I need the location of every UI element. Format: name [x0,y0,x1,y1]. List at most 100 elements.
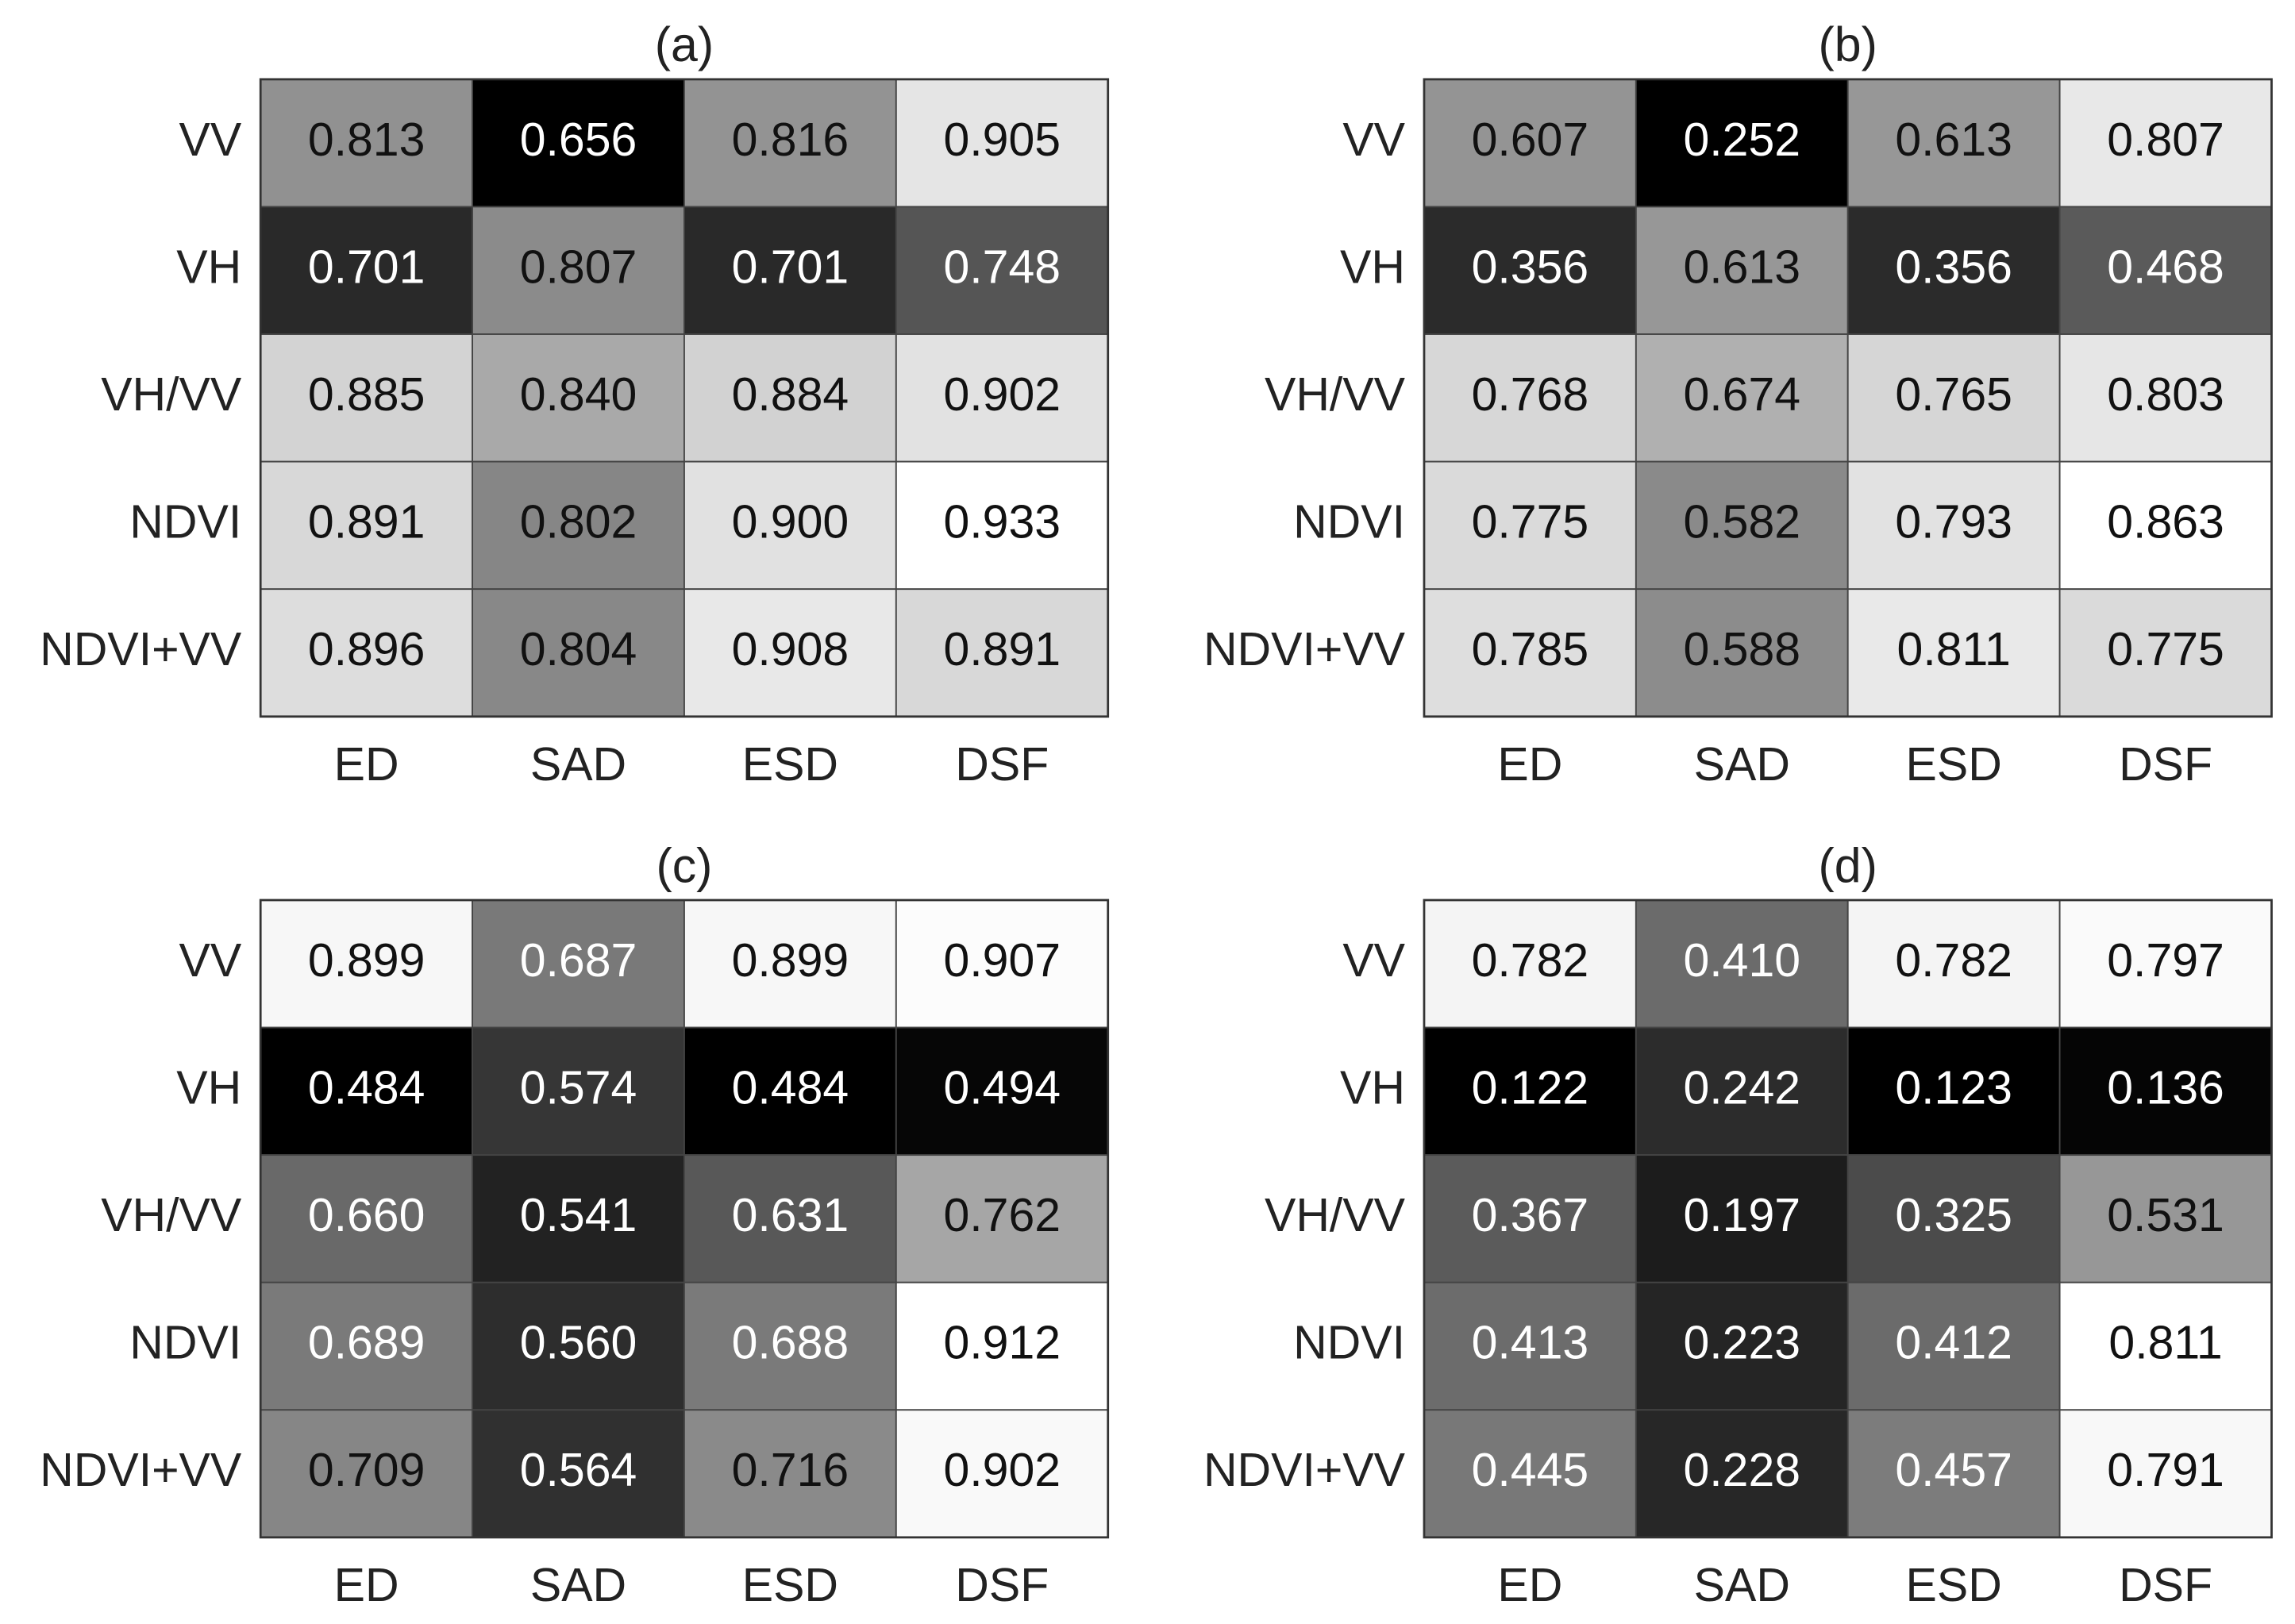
cell-label: 0.775 [2107,623,2224,675]
cell-label: 0.775 [1472,495,1589,548]
cell-label: 0.891 [943,623,1061,675]
heatmap-cell [895,588,1109,718]
heatmap-cell [1846,206,2061,335]
heatmap-cell [260,78,473,208]
heatmap-cell [2058,460,2273,591]
x-tick-label: DSF [2119,738,2212,791]
x-tick-label: SAD [1694,738,1790,791]
heatmap-cell [1635,78,1849,208]
heatmap-cell [1846,1026,2061,1156]
heatmap-cell [2058,588,2273,718]
cell-label: 0.768 [1472,368,1589,421]
x-tick-label: ED [1497,738,1562,791]
x-tick-label: DSF [955,738,1049,791]
heatmap-cell [895,1026,1109,1156]
heatmap-cell [1846,588,2061,718]
cell-label: 0.885 [308,368,425,421]
y-tick-label: VH/VV [1265,1189,1406,1241]
heatmap-cell [1846,1409,2061,1538]
heatmap-cell [1423,1154,1637,1283]
cell-label: 0.613 [1895,114,2012,166]
heatmap-cell [683,899,897,1029]
heatmap-cell [1423,899,1637,1029]
y-tick-label: VH [176,241,241,293]
plot-frame [1423,899,2273,1539]
heatmap-cell [895,460,1109,591]
heatmap-cell [260,1409,473,1538]
cell-label: 0.457 [1895,1444,2012,1496]
cell-label: 0.908 [732,623,849,675]
heatmap-cell [1423,1281,1637,1411]
y-tick-label: VH [176,1061,241,1114]
plot-frame [259,899,1110,1539]
cell-label: 0.905 [943,114,1061,166]
cell-label: 0.689 [308,1317,425,1369]
heatmap-cell [472,1154,685,1283]
cell-label: 0.912 [943,1317,1061,1369]
cell-label: 0.468 [2107,241,2224,293]
cell-label: 0.902 [943,368,1061,421]
x-tick-label: ESD [1906,1559,2002,1611]
heatmap-cell [2058,78,2273,208]
cell-label: 0.356 [1472,241,1589,293]
heatmap-cell [1846,333,2061,463]
cell-label: 0.748 [943,241,1061,293]
heatmap-cell [895,1281,1109,1411]
heatmap-cell [1423,78,1637,208]
cell-label: 0.325 [1895,1189,2012,1241]
cell-label: 0.902 [943,1444,1061,1496]
cell-label: 0.791 [2107,1444,2224,1496]
heatmap-cell [1635,1154,1849,1283]
heatmap-cell [1423,1026,1637,1156]
heatmap-cell [472,78,685,208]
heatmap-cell [472,460,685,591]
cell-label: 0.899 [732,934,849,987]
cell-label: 0.807 [2107,114,2224,166]
x-tick-label: ED [1497,1559,1562,1611]
cell-label: 0.765 [1895,368,2012,421]
y-tick-label: NDVI+VV [40,1444,242,1496]
heatmap-cell [2058,1026,2273,1156]
x-tick-label: ED [334,738,399,791]
heatmap-cell [895,333,1109,463]
y-tick-label: VV [1342,114,1405,166]
heatmap-cell [472,1026,685,1156]
cell-label: 0.811 [1897,623,2011,675]
cell-label: 0.136 [2107,1061,2224,1114]
x-tick-label: ESD [742,738,838,791]
y-tick-label: VH [1340,1061,1405,1114]
cell-label: 0.582 [1683,495,1800,548]
heatmap-cell [2058,333,2273,463]
heatmap-cell [683,1281,897,1411]
cell-label: 0.782 [1472,934,1589,987]
x-tick-label: DSF [2119,1559,2212,1611]
heatmap-cell [472,206,685,335]
heatmap-cell [895,78,1109,208]
cell-label: 0.811 [2108,1317,2222,1369]
y-tick-label: NDVI [1293,495,1405,548]
heatmap-cell [1423,333,1637,463]
panel-title: (c) [656,838,712,892]
cell-label: 0.907 [943,934,1061,987]
cell-label: 0.356 [1895,241,2012,293]
cell-label: 0.863 [2107,495,2224,548]
x-tick-label: ED [334,1559,399,1611]
cell-label: 0.813 [308,114,425,166]
cell-label: 0.840 [520,368,637,421]
y-tick-label: NDVI+VV [1203,1444,1406,1496]
cell-label: 0.122 [1472,1061,1589,1114]
plot-frame [1423,78,2273,718]
cell-label: 0.688 [732,1317,849,1369]
cell-label: 0.762 [943,1189,1061,1241]
cell-label: 0.242 [1683,1061,1800,1114]
heatmap-cell [683,1409,897,1538]
heatmap-cell [1635,1409,1849,1538]
cell-label: 0.884 [732,368,849,421]
heatmap-cell [1846,899,2061,1029]
cell-label: 0.494 [943,1061,1061,1114]
cell-label: 0.197 [1683,1189,1800,1241]
heatmap-cell [1846,1154,2061,1283]
heatmap-cell [1846,460,2061,591]
cell-label: 0.687 [520,934,637,987]
